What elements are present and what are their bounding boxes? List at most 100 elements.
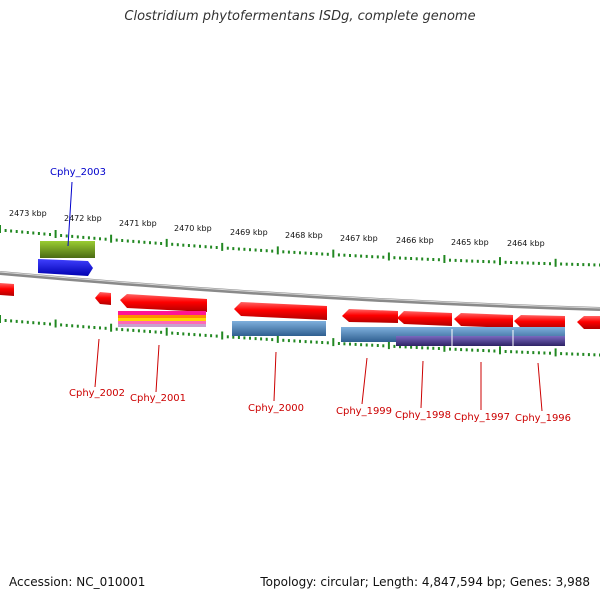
minor-tick	[193, 333, 196, 337]
minor-tick	[593, 353, 596, 357]
gene-arrow-left-edge[interactable]	[0, 283, 14, 296]
minor-tick	[37, 321, 40, 325]
cog-bar-purple[interactable]	[396, 336, 565, 346]
gene-label-cphy-2003[interactable]: Cphy_2003	[50, 167, 106, 178]
gene-arrow-cphy-1999[interactable]	[342, 309, 398, 323]
minor-tick	[60, 234, 63, 237]
minor-tick	[465, 348, 468, 352]
minor-tick	[282, 250, 285, 254]
minor-tick	[243, 247, 246, 251]
minor-tick	[410, 345, 413, 349]
minor-tick	[504, 260, 507, 264]
leader-line	[420, 360, 424, 409]
minor-tick	[560, 262, 563, 266]
minor-tick	[4, 229, 7, 232]
minor-tick	[121, 328, 124, 332]
minor-tick	[576, 352, 579, 356]
minor-tick	[582, 263, 585, 267]
minor-tick	[349, 342, 351, 346]
leader-line	[361, 357, 368, 405]
minor-tick	[149, 330, 151, 334]
minor-tick	[543, 351, 546, 355]
minor-tick	[343, 253, 346, 257]
gene-label-cphy-1996[interactable]: Cphy_1996	[515, 413, 571, 424]
minor-tick	[471, 259, 474, 263]
minor-tick	[99, 237, 101, 241]
minor-tick	[437, 347, 440, 350]
minor-tick	[249, 336, 251, 340]
minor-tick	[515, 350, 518, 354]
minor-tick	[421, 257, 424, 261]
minor-tick	[299, 251, 301, 255]
gene-arrow-cphy-2000[interactable]	[234, 302, 327, 320]
gene-arrow-cphy-1996[interactable]	[514, 315, 565, 329]
major-tick	[554, 348, 557, 357]
minor-tick	[182, 243, 185, 247]
minor-tick	[315, 252, 318, 256]
minor-tick	[37, 232, 40, 235]
major-tick	[0, 315, 1, 323]
ruler-inner-ticks	[0, 315, 600, 357]
gene-arrow-cphy-2003[interactable]	[38, 259, 93, 276]
minor-tick	[399, 345, 401, 349]
minor-tick	[15, 230, 18, 233]
minor-tick	[299, 339, 301, 343]
gene-arrow-cphy-2002[interactable]	[95, 292, 111, 305]
kbp-label: 2465 kbp	[451, 238, 489, 247]
major-tick	[332, 338, 335, 347]
minor-tick	[93, 236, 96, 240]
major-tick	[276, 246, 279, 255]
kbp-label: 2469 kbp	[230, 228, 268, 237]
minor-tick	[26, 231, 29, 234]
minor-tick	[460, 348, 463, 352]
minor-tick	[365, 254, 368, 258]
gene-arrow-cphy-2001[interactable]	[120, 294, 207, 312]
gene-arrow-right-edge[interactable]	[577, 316, 600, 329]
major-tick	[387, 252, 390, 261]
minor-tick	[49, 322, 51, 326]
minor-tick	[437, 258, 440, 262]
gene-label-cphy-2001[interactable]: Cphy_2001	[130, 393, 186, 404]
minor-tick	[82, 235, 85, 239]
minor-tick	[204, 245, 207, 249]
minor-tick	[337, 342, 340, 345]
minor-tick	[393, 256, 396, 260]
gene-arrow-cphy-1998[interactable]	[397, 311, 452, 326]
minor-tick	[465, 259, 468, 263]
minor-tick	[304, 251, 307, 255]
minor-tick	[326, 341, 329, 345]
gene-label-cphy-1997[interactable]: Cphy_1997	[454, 412, 510, 423]
gene-arrow-cphy-1997[interactable]	[454, 313, 513, 328]
minor-tick	[421, 346, 424, 350]
minor-tick	[537, 351, 540, 355]
cog-bar-steel-2000[interactable]	[232, 321, 326, 336]
minor-tick	[326, 252, 329, 256]
minor-tick	[243, 336, 246, 340]
minor-tick	[460, 259, 463, 263]
accession-text: Accession: NC_010001	[9, 575, 146, 589]
gene-label-cphy-1999[interactable]: Cphy_1999	[336, 406, 392, 417]
gene-label-cphy-2002[interactable]: Cphy_2002	[69, 388, 125, 399]
minor-tick	[360, 254, 363, 258]
minor-tick	[593, 263, 596, 267]
minor-tick	[187, 332, 190, 336]
minor-tick	[399, 256, 401, 260]
minor-tick	[537, 261, 540, 265]
gene-label-cphy-1998[interactable]: Cphy_1998	[395, 410, 451, 421]
minor-tick	[565, 262, 568, 266]
cog-bar-green[interactable]	[40, 241, 95, 258]
minor-tick	[426, 346, 429, 350]
minor-tick	[415, 257, 418, 261]
major-tick	[110, 234, 113, 243]
minor-tick	[82, 325, 85, 329]
minor-tick	[210, 334, 213, 338]
minor-tick	[482, 260, 485, 263]
gene-label-cphy-2000[interactable]: Cphy_2000	[248, 403, 304, 414]
cog-bars-multi[interactable]	[118, 311, 206, 327]
minor-tick	[504, 350, 507, 353]
minor-tick	[143, 329, 146, 333]
minor-tick	[349, 254, 351, 257]
minor-tick	[65, 234, 68, 238]
minor-tick	[104, 237, 107, 241]
minor-tick	[321, 252, 324, 256]
